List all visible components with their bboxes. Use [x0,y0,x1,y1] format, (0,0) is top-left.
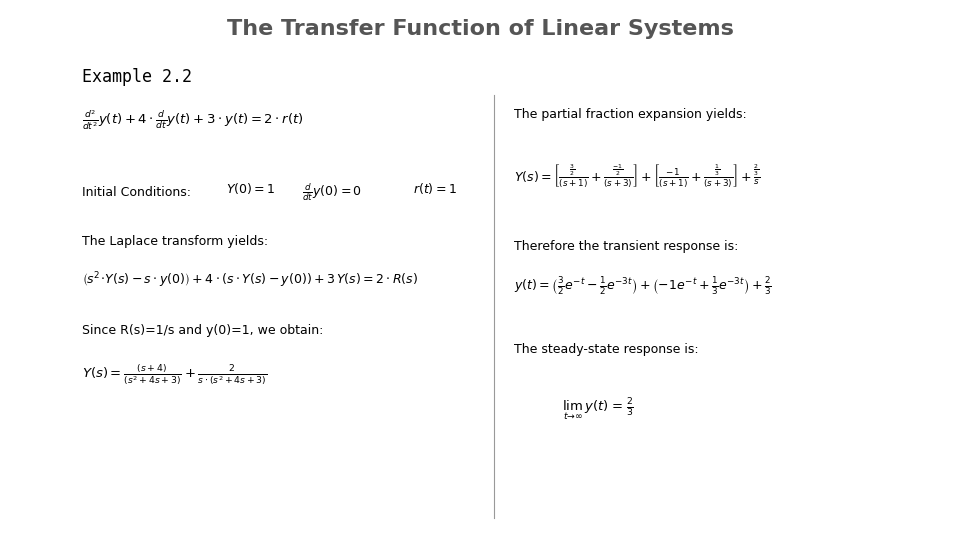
Text: $\left(s^2\!\cdot\! Y(s)-s\cdot y(0)\right)+4\cdot(s\cdot Y(s)-y(0))+3\,Y(s)=2\c: $\left(s^2\!\cdot\! Y(s)-s\cdot y(0)\rig… [82,270,418,289]
Text: The Laplace transform yields:: The Laplace transform yields: [82,235,268,248]
Text: $Y(0) = 1$: $Y(0) = 1$ [226,181,275,196]
Text: $Y(s) = \frac{(s+4)}{\left(s^2+4s+3\right)} + \frac{2}{s\cdot\left(s^2+4s+3\righ: $Y(s) = \frac{(s+4)}{\left(s^2+4s+3\righ… [82,362,267,387]
Text: $r(t) = 1$: $r(t) = 1$ [413,181,457,196]
Text: $y(t)=\left(\frac{3}{2}e^{-t}-\frac{1}{2}e^{-3t}\right)+\left(-1e^{-t}+\frac{1}{: $y(t)=\left(\frac{3}{2}e^{-t}-\frac{1}{2… [514,275,772,298]
Text: The partial fraction expansion yields:: The partial fraction expansion yields: [514,108,746,121]
Text: The Transfer Function of Linear Systems: The Transfer Function of Linear Systems [227,19,733,39]
Text: Initial Conditions:: Initial Conditions: [82,186,191,199]
Text: $\frac{d}{dt}y(0) = 0$: $\frac{d}{dt}y(0) = 0$ [302,181,363,203]
Text: $\lim_{t\to\infty}\,y(t)\;=\;\frac{2}{3}$: $\lim_{t\to\infty}\,y(t)\;=\;\frac{2}{3}… [562,397,634,423]
Text: $Y(s)=\left[\frac{\frac{3}{2}}{(s+1)}+\frac{\frac{-1}{2}}{(s+3)}\right]+\left[\f: $Y(s)=\left[\frac{\frac{3}{2}}{(s+1)}+\f… [514,162,760,190]
Text: Example 2.2: Example 2.2 [82,68,192,85]
Text: The steady-state response is:: The steady-state response is: [514,343,698,356]
Text: Since R(s)=1/s and y(0)=1, we obtain:: Since R(s)=1/s and y(0)=1, we obtain: [82,324,323,337]
Text: Therefore the transient response is:: Therefore the transient response is: [514,240,738,253]
Text: $\frac{d^2}{dt^2}y(t) + 4\cdot\frac{d}{dt}y(t) + 3\cdot y(t) = 2\cdot r(t)$: $\frac{d^2}{dt^2}y(t) + 4\cdot\frac{d}{d… [82,108,303,132]
